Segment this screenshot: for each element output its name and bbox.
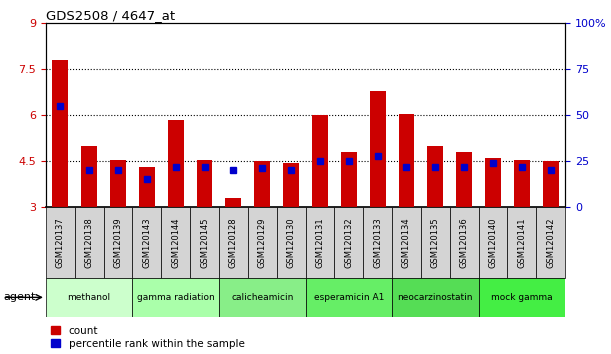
Text: mock gamma: mock gamma [491, 293, 553, 302]
Bar [219, 278, 306, 317]
Text: GSM120142: GSM120142 [546, 217, 555, 268]
Bar [139, 167, 155, 207]
Bar [478, 278, 565, 317]
Bar [456, 152, 472, 207]
Bar [398, 114, 414, 207]
Bar [75, 207, 103, 278]
Text: GSM120132: GSM120132 [344, 217, 353, 268]
Text: agent: agent [3, 292, 35, 302]
Text: GSM120131: GSM120131 [315, 217, 324, 268]
Bar [312, 115, 328, 207]
Bar [514, 160, 530, 207]
Bar [536, 207, 565, 278]
Text: GSM120129: GSM120129 [258, 217, 267, 268]
Bar [81, 146, 97, 207]
Bar [248, 207, 277, 278]
Bar [277, 207, 306, 278]
Bar [421, 207, 450, 278]
Bar [428, 146, 443, 207]
Bar [168, 120, 183, 207]
Bar [53, 60, 68, 207]
Text: GSM120140: GSM120140 [489, 217, 497, 268]
Bar [450, 207, 478, 278]
Text: GSM120137: GSM120137 [56, 217, 65, 268]
Bar [334, 207, 363, 278]
Text: GSM120135: GSM120135 [431, 217, 440, 268]
Text: GSM120144: GSM120144 [171, 217, 180, 268]
Bar [363, 207, 392, 278]
Bar [508, 207, 536, 278]
Bar [341, 152, 357, 207]
Bar [306, 278, 392, 317]
Text: GSM120145: GSM120145 [200, 217, 209, 268]
Text: GSM120130: GSM120130 [287, 217, 296, 268]
Bar [543, 161, 558, 207]
Bar [254, 161, 270, 207]
Bar [133, 278, 219, 317]
Bar [485, 158, 501, 207]
Bar [392, 207, 421, 278]
Text: GSM120136: GSM120136 [459, 217, 469, 268]
Legend: count, percentile rank within the sample: count, percentile rank within the sample [51, 326, 244, 349]
Text: GSM120139: GSM120139 [114, 217, 122, 268]
Bar [478, 207, 508, 278]
Bar [392, 278, 478, 317]
Text: GSM120138: GSM120138 [84, 217, 93, 268]
Bar [370, 91, 386, 207]
Bar [103, 207, 133, 278]
Bar [219, 207, 248, 278]
Bar [46, 207, 75, 278]
Bar [133, 207, 161, 278]
Text: GDS2508 / 4647_at: GDS2508 / 4647_at [46, 9, 175, 22]
Bar [46, 278, 133, 317]
Bar [225, 198, 241, 207]
Text: GSM120128: GSM120128 [229, 217, 238, 268]
Bar [190, 207, 219, 278]
Bar [306, 207, 334, 278]
Text: methanol: methanol [68, 293, 111, 302]
Text: GSM120141: GSM120141 [518, 217, 527, 268]
Text: esperamicin A1: esperamicin A1 [313, 293, 384, 302]
Text: GSM120143: GSM120143 [142, 217, 152, 268]
Text: gamma radiation: gamma radiation [137, 293, 214, 302]
Bar [161, 207, 190, 278]
Text: calicheamicin: calicheamicin [231, 293, 293, 302]
Bar [110, 160, 126, 207]
Text: neocarzinostatin: neocarzinostatin [398, 293, 473, 302]
Bar [197, 160, 213, 207]
Bar [283, 162, 299, 207]
Text: GSM120133: GSM120133 [373, 217, 382, 268]
Text: GSM120134: GSM120134 [402, 217, 411, 268]
